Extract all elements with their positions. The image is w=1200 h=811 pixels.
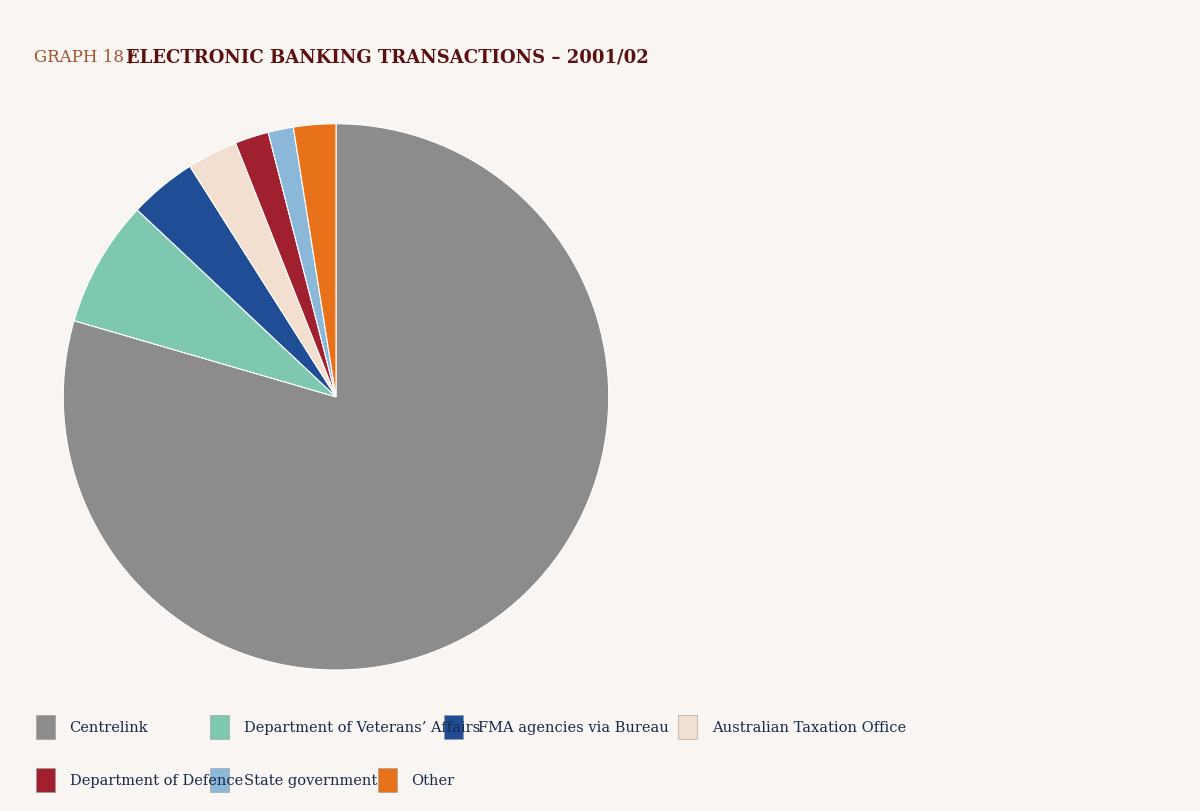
Wedge shape xyxy=(293,125,336,397)
Text: FMA agencies via Bureau: FMA agencies via Bureau xyxy=(478,720,668,734)
Bar xyxy=(378,768,397,792)
Text: GRAPH 18 /: GRAPH 18 / xyxy=(34,49,139,67)
Wedge shape xyxy=(74,211,336,397)
Text: Department of Veterans’ Affairs: Department of Veterans’ Affairs xyxy=(244,720,480,734)
Wedge shape xyxy=(190,144,336,397)
Wedge shape xyxy=(137,167,336,397)
Bar xyxy=(36,768,55,792)
Bar xyxy=(210,768,229,792)
Bar xyxy=(36,714,55,740)
Text: ELECTRONIC BANKING TRANSACTIONS – 2001/02: ELECTRONIC BANKING TRANSACTIONS – 2001/0… xyxy=(126,49,649,67)
Wedge shape xyxy=(268,128,336,397)
Text: Australian Taxation Office: Australian Taxation Office xyxy=(712,720,906,734)
Wedge shape xyxy=(64,125,608,670)
Text: Centrelink: Centrelink xyxy=(70,720,149,734)
Bar xyxy=(678,714,697,740)
Text: State government: State government xyxy=(244,773,377,787)
Bar xyxy=(210,714,229,740)
Bar xyxy=(444,714,463,740)
Text: Other: Other xyxy=(412,773,455,787)
Text: Department of Defence: Department of Defence xyxy=(70,773,242,787)
Wedge shape xyxy=(235,133,336,397)
